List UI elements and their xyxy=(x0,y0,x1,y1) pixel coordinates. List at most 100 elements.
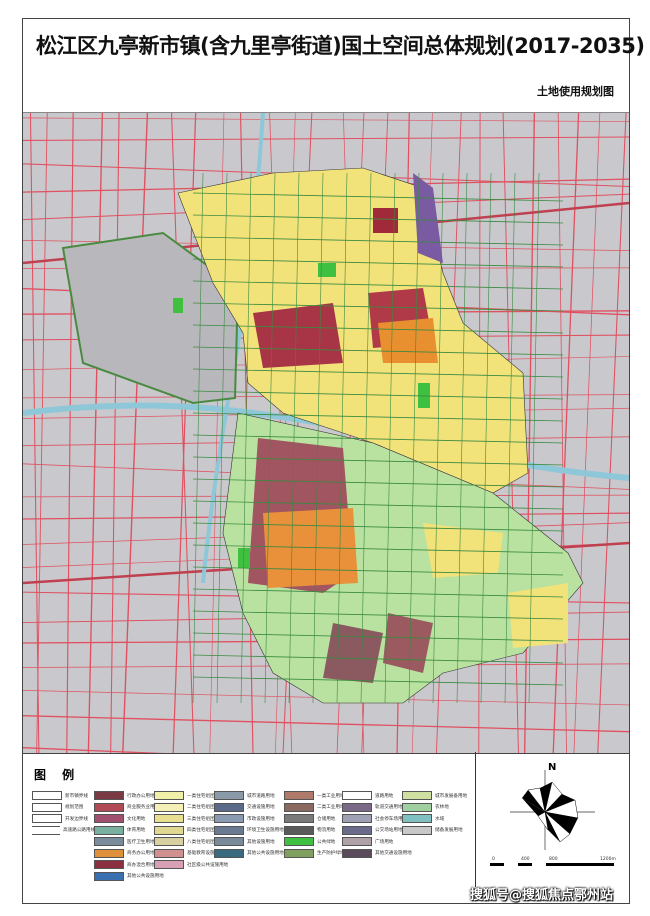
road xyxy=(384,172,396,704)
road xyxy=(192,676,564,686)
legend-column: 道路用地 轨道交通用地 社会停车场用地 公交场站用地 广场用地 其他交通设施用地 xyxy=(342,790,412,859)
legend-swatch xyxy=(94,848,124,858)
legend-swatch xyxy=(284,837,314,847)
legend-label: 生产防护绿地 xyxy=(317,851,345,857)
legend-line-swatch xyxy=(32,825,60,835)
legend-line-swatch xyxy=(32,814,62,824)
legend-swatch xyxy=(154,825,184,835)
legend-swatch xyxy=(154,791,184,801)
road xyxy=(480,172,492,704)
scale-label: 0 xyxy=(492,857,495,862)
legend-swatch xyxy=(94,802,124,812)
zone-green xyxy=(173,298,183,313)
road xyxy=(192,588,564,598)
legend-item: 其他设施用地 xyxy=(214,836,284,848)
legend-line-item: 新市镇界线 xyxy=(32,790,95,802)
legend-item: 市政设施用地 xyxy=(214,813,284,825)
road xyxy=(312,172,324,704)
legend-label: 环境卫生设施用地 xyxy=(247,828,284,834)
legend-item: 社区级公共设施用地 xyxy=(154,859,228,871)
legend-swatch xyxy=(154,848,184,858)
road xyxy=(192,456,564,466)
legend-label: 一类工业用地 xyxy=(317,793,345,799)
road xyxy=(192,192,564,202)
legend-item: 商办混合用地 xyxy=(94,859,164,871)
legend-label: 三类住宅组团用地 xyxy=(187,816,224,822)
north-label: N xyxy=(548,762,557,773)
legend-line-item: 开发边界线 xyxy=(32,813,95,825)
road xyxy=(87,113,104,753)
legend-label: 规划范围 xyxy=(65,805,84,811)
legend-line-item: 高速路公路用线 xyxy=(32,825,95,837)
legend-item: 生产防护绿地 xyxy=(284,848,345,860)
legend-item: 交通设施用地 xyxy=(214,802,284,814)
road xyxy=(122,113,149,753)
road xyxy=(192,390,564,400)
legend-label: 商务办公用地 xyxy=(127,851,155,857)
legend-item: 储备发展用地 xyxy=(402,825,467,837)
legend-swatch xyxy=(284,802,314,812)
road xyxy=(192,324,564,334)
legend-swatch xyxy=(284,791,314,801)
legend-swatch xyxy=(154,814,184,824)
legend: 图 例 新市镇界线规划范围开发边界线 高速路公路用线 行政办公用地 商业服务业用地文… xyxy=(30,760,470,895)
legend-swatch xyxy=(154,802,184,812)
road xyxy=(66,113,74,753)
legend-label: 行政办公用地 xyxy=(127,793,155,799)
compass-rose-icon xyxy=(510,770,595,850)
legend-label: 其他交通设施用地 xyxy=(375,851,412,857)
legend-label: 道路用地 xyxy=(375,793,394,799)
legend-label: 物流用地 xyxy=(317,828,336,834)
road xyxy=(192,280,564,290)
legend-line-column: 新市镇界线规划范围开发边界线 高速路公路用线 xyxy=(32,790,95,836)
road xyxy=(240,172,252,704)
legend-label: 广场用地 xyxy=(375,839,394,845)
legend-item: 商务办公用地 xyxy=(94,848,164,860)
legend-swatch xyxy=(94,860,124,870)
road xyxy=(528,172,540,704)
legend-item: 医疗卫生用地 xyxy=(94,836,164,848)
legend-label: 其他公共设施用地 xyxy=(247,851,284,857)
legend-label: 一类住宅组团用地 xyxy=(187,793,224,799)
legend-label: 城市道路用地 xyxy=(247,793,275,799)
legend-label: 文化用地 xyxy=(127,816,146,822)
legend-label: 城市发展备用地 xyxy=(435,793,468,799)
road xyxy=(408,172,420,704)
legend-line-item: 规划范围 xyxy=(32,802,95,814)
legend-item: 二类住宅组团用地 xyxy=(154,802,228,814)
legend-swatch xyxy=(214,814,244,824)
legend-label: 社会停车场用地 xyxy=(375,816,408,822)
road xyxy=(23,136,629,141)
legend-title: 图 例 xyxy=(34,768,81,782)
road xyxy=(192,632,564,642)
legend-label: 轨道交通用地 xyxy=(375,805,403,811)
legend-item: 轨道交通用地 xyxy=(342,802,412,814)
road xyxy=(288,172,300,704)
road xyxy=(192,610,564,620)
legend-label: 新市镇界线 xyxy=(65,793,88,799)
legend-column: 城市发展备用地 农林地 水域 储备发展用地 xyxy=(402,790,467,836)
road xyxy=(192,500,564,510)
legend-swatch xyxy=(342,814,372,824)
road xyxy=(192,434,564,444)
legend-swatch xyxy=(214,825,244,835)
road xyxy=(557,113,567,753)
legend-swatch xyxy=(94,791,124,801)
road xyxy=(192,654,564,664)
road xyxy=(504,172,516,704)
land-use-map xyxy=(23,112,629,754)
legend-line-swatch xyxy=(32,791,62,801)
road xyxy=(192,214,564,224)
legend-swatch xyxy=(214,802,244,812)
road xyxy=(23,117,629,122)
map-subtitle: 土地使用规划图 xyxy=(537,85,614,98)
legend-label: 八类住宅组团用地 xyxy=(187,839,224,845)
road xyxy=(36,113,48,753)
zone-transport xyxy=(413,173,443,263)
road xyxy=(192,522,564,532)
scale-label: 400 xyxy=(521,857,530,862)
legend-label: 商业服务业用地 xyxy=(127,805,160,811)
legend-label: 储备发展用地 xyxy=(435,828,463,834)
legend-item: 城市道路用地 xyxy=(214,790,284,802)
legend-swatch xyxy=(94,871,124,881)
